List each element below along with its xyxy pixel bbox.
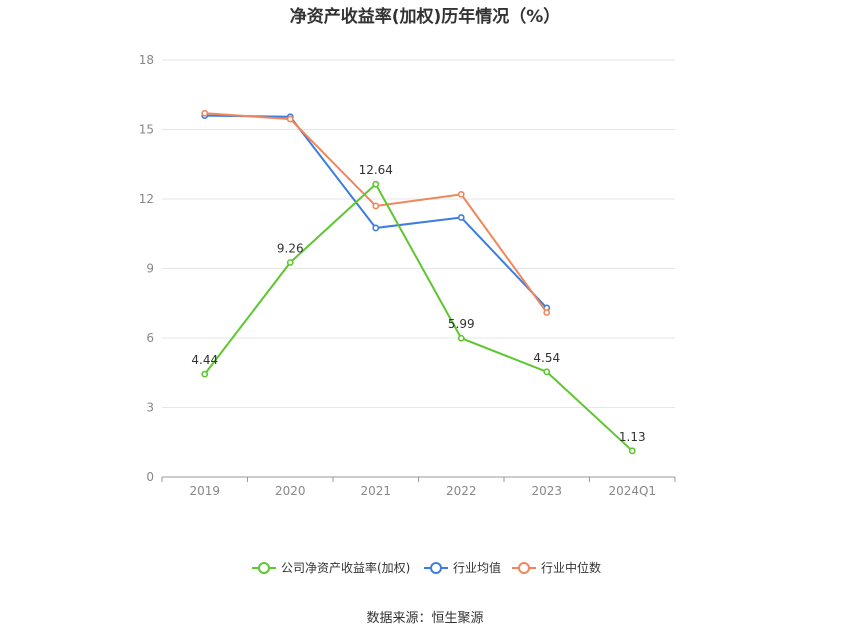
x-tick-label: 2022	[446, 484, 477, 498]
x-tick-label: 2024Q1	[608, 484, 656, 498]
legend-label: 行业均值	[453, 560, 501, 575]
data-label: 5.99	[448, 317, 475, 331]
data-point	[372, 202, 380, 210]
data-point	[457, 334, 465, 342]
data-label: 12.64	[359, 163, 393, 177]
legend-label: 行业中位数	[541, 560, 601, 575]
data-point	[628, 447, 636, 455]
data-point	[372, 224, 380, 232]
data-label: 4.54	[533, 351, 560, 365]
data-point	[286, 115, 294, 123]
x-tick-label: 2021	[360, 484, 391, 498]
legend-marker	[430, 562, 442, 574]
x-tick-label: 2020	[275, 484, 306, 498]
source-note: 数据来源：恒生聚源	[366, 611, 484, 626]
data-point	[457, 214, 465, 221]
data-label: 1.13	[619, 430, 646, 444]
y-tick-label: 6	[146, 331, 154, 345]
data-point	[201, 370, 209, 378]
legend-marker	[518, 562, 530, 574]
series-line	[204, 114, 548, 309]
x-tick-label: 2023	[531, 484, 562, 498]
x-tick-label: 2019	[189, 484, 220, 498]
y-tick-label: 3	[146, 401, 154, 415]
y-tick-label: 15	[139, 123, 154, 137]
y-tick-label: 18	[139, 53, 154, 67]
data-point	[201, 109, 209, 117]
data-point	[543, 309, 551, 316]
legend-marker	[258, 562, 270, 574]
y-tick-label: 9	[146, 262, 154, 276]
legend-label: 公司净资产收益率(加权)	[281, 560, 410, 575]
data-point	[457, 190, 465, 198]
data-label: 9.26	[277, 241, 304, 255]
data-point	[543, 368, 551, 376]
series-line	[204, 112, 548, 314]
data-point	[286, 259, 294, 266]
y-tick-label: 0	[146, 470, 154, 484]
chart-title: 净资产收益率(加权)历年情况（%）	[289, 7, 561, 27]
y-tick-label: 12	[139, 192, 154, 206]
data-label: 4.44	[191, 353, 218, 367]
data-point	[372, 180, 380, 188]
series-line	[203, 183, 633, 452]
